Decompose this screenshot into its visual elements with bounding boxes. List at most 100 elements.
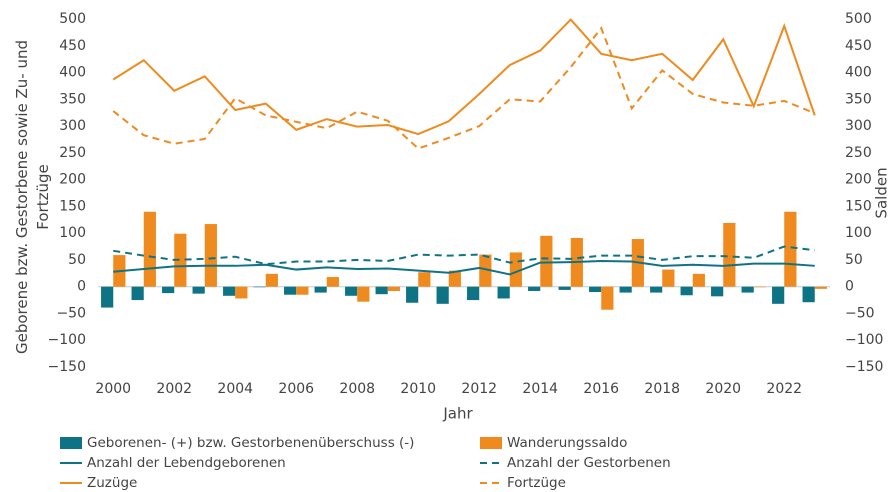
bar xyxy=(662,269,675,287)
bar xyxy=(101,286,114,308)
bar xyxy=(467,286,480,301)
y-tick-label: −150 xyxy=(48,359,86,375)
y-tick-label: 250 xyxy=(59,145,86,161)
legend-label: Anzahl der Lebendgeborenen xyxy=(87,455,286,471)
x-tick-label: 2022 xyxy=(766,381,802,397)
y2-tick-label: 50 xyxy=(845,252,863,268)
bar xyxy=(375,286,388,295)
x-tick-label: 2012 xyxy=(461,381,497,397)
x-tick-label: 2014 xyxy=(522,381,558,397)
legend-label: Anzahl der Gestorbenen xyxy=(507,455,671,471)
y2-tick-label: −100 xyxy=(845,332,883,348)
bar xyxy=(601,286,614,310)
x-tick-label: 2020 xyxy=(705,381,741,397)
y-tick-label: 0 xyxy=(77,279,86,295)
x-tick-label: 2018 xyxy=(644,381,680,397)
y2-tick-label: 200 xyxy=(845,172,872,188)
bar xyxy=(204,224,217,287)
bar xyxy=(753,286,766,288)
y-tick-label: 150 xyxy=(59,198,86,214)
bar xyxy=(814,286,827,289)
y-tick-label: −100 xyxy=(48,332,86,348)
x-tick-label: 2016 xyxy=(583,381,619,397)
bar xyxy=(540,235,553,287)
bar xyxy=(784,211,797,287)
bar xyxy=(448,270,461,287)
legend-label: Fortzüge xyxy=(507,475,566,491)
bar xyxy=(143,211,156,287)
y2-tick-label: 400 xyxy=(845,65,872,81)
y2-tick-label: 350 xyxy=(845,91,872,107)
bar xyxy=(479,254,492,287)
bar xyxy=(387,286,400,291)
y-tick-label: 450 xyxy=(59,38,86,54)
y2-tick-label: 150 xyxy=(845,198,872,214)
x-tick-label: 2002 xyxy=(156,381,192,397)
x-tick-label: 2010 xyxy=(400,381,436,397)
y-tick-label: −50 xyxy=(56,305,86,321)
y-tick-label: 50 xyxy=(68,252,86,268)
legend-label: Wanderungssaldo xyxy=(507,435,627,451)
bar xyxy=(741,286,754,293)
y2-tick-label: 300 xyxy=(845,118,872,134)
legend-label: Zuzüge xyxy=(87,475,137,491)
y-axis-label: Geborene bzw. Gestorbene sowie Zu- und F… xyxy=(13,40,52,355)
bar xyxy=(326,277,339,287)
y2-tick-label: 250 xyxy=(845,145,872,161)
legend-label: Geborenen- (+) bzw. Gestorbenenüberschus… xyxy=(87,435,414,451)
legend-swatch xyxy=(60,437,82,449)
bar xyxy=(223,286,236,296)
bar xyxy=(162,286,175,294)
bar xyxy=(711,286,724,297)
bar xyxy=(589,286,602,293)
bar xyxy=(192,286,205,294)
line xyxy=(113,259,815,276)
bar xyxy=(558,286,571,290)
x-tick-label: 2008 xyxy=(339,381,375,397)
x-tick-label: 2000 xyxy=(95,381,131,397)
x-axis-label: Jahr xyxy=(442,405,473,423)
y-tick-label: 400 xyxy=(59,65,86,81)
bar xyxy=(265,273,278,287)
bar xyxy=(528,286,541,291)
y2-tick-label: −150 xyxy=(845,359,883,375)
y-tick-label: 100 xyxy=(59,225,86,241)
x-tick-label: 2006 xyxy=(278,381,314,397)
bar xyxy=(650,286,663,293)
x-tick-label: 2004 xyxy=(217,381,253,397)
bar xyxy=(345,286,358,296)
bar xyxy=(772,286,785,304)
bar xyxy=(680,286,693,296)
y-tick-label: 300 xyxy=(59,118,86,134)
bar xyxy=(357,286,370,302)
bar xyxy=(253,286,266,288)
bar xyxy=(692,273,705,287)
y2-tick-label: 0 xyxy=(845,279,854,295)
bar xyxy=(296,286,309,295)
y2-axis-label: Salden xyxy=(873,167,891,218)
bar xyxy=(131,286,144,301)
legend-swatch xyxy=(480,437,502,449)
y2-tick-label: −50 xyxy=(845,305,875,321)
y2-tick-label: 100 xyxy=(845,225,872,241)
bar xyxy=(314,286,327,293)
line xyxy=(112,18,816,136)
bar xyxy=(619,286,632,293)
bar xyxy=(406,286,419,303)
y-tick-label: 500 xyxy=(59,11,86,27)
bar xyxy=(723,222,736,287)
y2-tick-label: 500 xyxy=(845,11,872,27)
y-tick-label: 200 xyxy=(59,172,86,188)
bar xyxy=(174,233,187,287)
bar xyxy=(436,286,449,304)
bar xyxy=(802,286,815,303)
bar xyxy=(497,286,510,299)
line xyxy=(113,245,815,266)
bar xyxy=(235,286,248,299)
line xyxy=(112,26,816,150)
y-tick-label: 350 xyxy=(59,91,86,107)
y2-tick-label: 450 xyxy=(845,38,872,54)
bar xyxy=(418,272,431,287)
